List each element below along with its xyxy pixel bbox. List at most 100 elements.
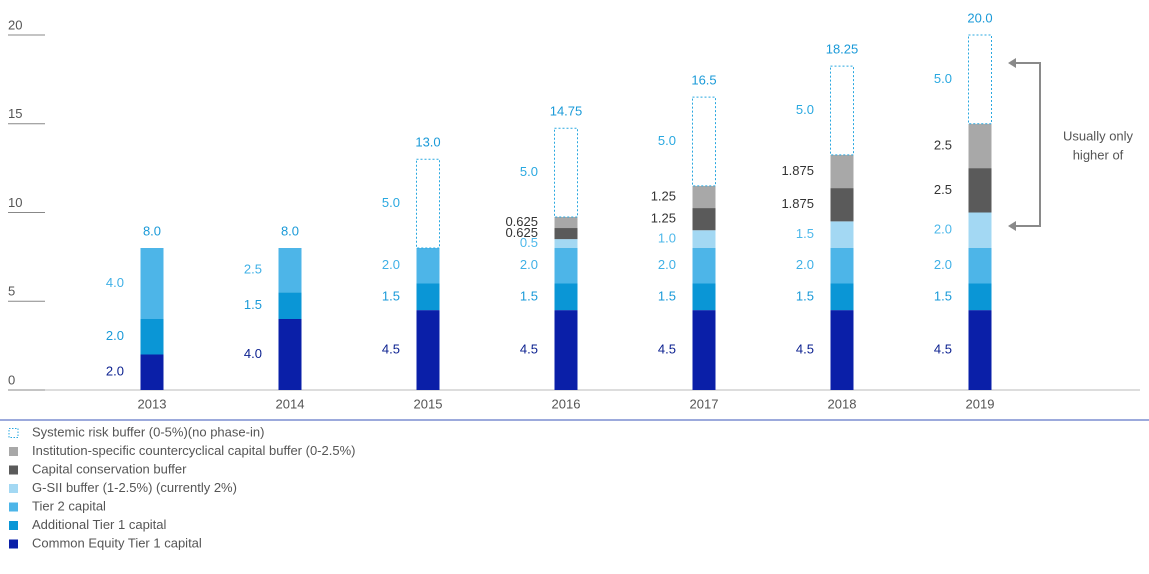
x-tick-label: 2013 <box>138 396 167 411</box>
bar-segment <box>692 230 716 248</box>
value-label: 5.0 <box>658 133 676 148</box>
value-label: 4.5 <box>520 342 538 357</box>
bar-segment <box>554 127 578 218</box>
bar-segment <box>554 228 578 240</box>
x-tick-label: 2018 <box>828 396 857 411</box>
legend-label: Tier 2 capital <box>32 498 106 513</box>
legend-swatch <box>9 447 18 456</box>
value-label: 1.0 <box>658 231 676 246</box>
bar-segment <box>416 248 440 284</box>
bracket-arrow <box>1008 58 1041 231</box>
bar-segment <box>830 65 854 156</box>
value-label: 2.0 <box>934 257 952 272</box>
bar-segment <box>968 168 992 213</box>
x-tick-label: 2019 <box>966 396 995 411</box>
legend-swatch <box>8 428 19 438</box>
bar-segment <box>968 248 992 284</box>
bar-segment <box>830 188 854 222</box>
value-label: 1.25 <box>651 211 676 226</box>
legend-swatch <box>9 521 18 530</box>
bar-segment <box>416 283 440 311</box>
legend-label: Common Equity Tier 1 capital <box>32 535 202 550</box>
bar-segment <box>830 248 854 284</box>
value-label: 4.0 <box>244 346 262 361</box>
x-tick-label: 2014 <box>276 396 305 411</box>
y-tick-label: 20 <box>8 17 22 32</box>
bar-segment <box>692 283 716 311</box>
bar-segment <box>554 239 578 248</box>
annotation: Usually only <box>1063 128 1134 143</box>
value-label: 1.5 <box>796 226 814 241</box>
value-label: 2.5 <box>244 262 262 277</box>
value-label: 1.5 <box>934 288 952 303</box>
value-label: 2.5 <box>934 182 952 197</box>
bar-segment <box>830 310 854 390</box>
legend-swatch <box>9 502 18 512</box>
bar-segment <box>830 221 854 248</box>
bar-segment <box>968 310 992 390</box>
bar-segment <box>692 185 716 209</box>
bar-segment <box>554 283 578 311</box>
legend-label: Systemic risk buffer (0-5%)(no phase-in) <box>32 424 264 439</box>
value-label: 1.875 <box>781 196 814 211</box>
x-tick-label: 2015 <box>414 396 443 411</box>
legend-swatch <box>9 484 18 493</box>
value-label: 1.5 <box>382 288 400 303</box>
legend-label: Additional Tier 1 capital <box>32 517 167 532</box>
value-label: 1.5 <box>520 288 538 303</box>
value-label: 0.625 <box>505 214 538 229</box>
x-tick-label: 2016 <box>552 396 581 411</box>
bar-segment <box>140 354 164 390</box>
value-label: 2.0 <box>520 257 538 272</box>
value-label: 2.0 <box>106 328 124 343</box>
total-label: 14.75 <box>550 104 583 119</box>
bar-segment <box>968 34 992 125</box>
value-label: 2.0 <box>106 364 124 379</box>
y-tick-label: 5 <box>8 284 15 299</box>
value-label: 2.0 <box>382 257 400 272</box>
legend-label: Institution-specific countercyclical cap… <box>32 443 355 458</box>
bar-segment <box>968 212 992 248</box>
value-label: 2.0 <box>796 257 814 272</box>
value-label: 0.5 <box>520 235 538 250</box>
value-label: 2.0 <box>934 222 952 237</box>
legend-swatch <box>9 465 18 475</box>
value-label: 4.0 <box>106 275 124 290</box>
bar-segment <box>140 319 164 355</box>
bar-segment <box>692 310 716 390</box>
total-label: 16.5 <box>691 73 716 88</box>
y-tick-label: 0 <box>8 372 15 387</box>
bar-segment <box>554 310 578 390</box>
value-label: 4.5 <box>658 342 676 357</box>
value-label: 5.0 <box>520 164 538 179</box>
bar-segment <box>968 123 992 169</box>
total-label: 8.0 <box>281 223 299 238</box>
bar-segment <box>554 216 578 229</box>
x-tick-label: 2017 <box>690 396 719 411</box>
bar-segment <box>416 158 440 249</box>
value-label: 5.0 <box>382 195 400 210</box>
legend-swatch <box>9 539 18 549</box>
value-label: 2.0 <box>658 257 676 272</box>
total-label: 13.0 <box>415 135 440 150</box>
value-label: 1.5 <box>244 297 262 312</box>
legend-label: Capital conservation buffer <box>32 461 187 476</box>
value-label: 4.5 <box>796 342 814 357</box>
value-label: 1.5 <box>658 288 676 303</box>
value-label: 5.0 <box>796 102 814 117</box>
bar-segment <box>968 283 992 311</box>
total-label: 20.0 <box>967 10 992 25</box>
legend-label: G-SII buffer (1-2.5%) (currently 2%) <box>32 480 237 495</box>
bar-segment <box>416 310 440 390</box>
total-label: 8.0 <box>143 223 161 238</box>
value-label: 1.875 <box>781 163 814 178</box>
bar-segment <box>830 154 854 189</box>
bar-segment <box>278 292 302 319</box>
bar-segment <box>278 319 302 390</box>
value-label: 0.625 <box>505 225 538 240</box>
y-tick-label: 15 <box>8 106 22 121</box>
bar-segment <box>278 248 302 293</box>
bar-segment <box>140 248 164 319</box>
total-label: 18.25 <box>826 42 859 57</box>
